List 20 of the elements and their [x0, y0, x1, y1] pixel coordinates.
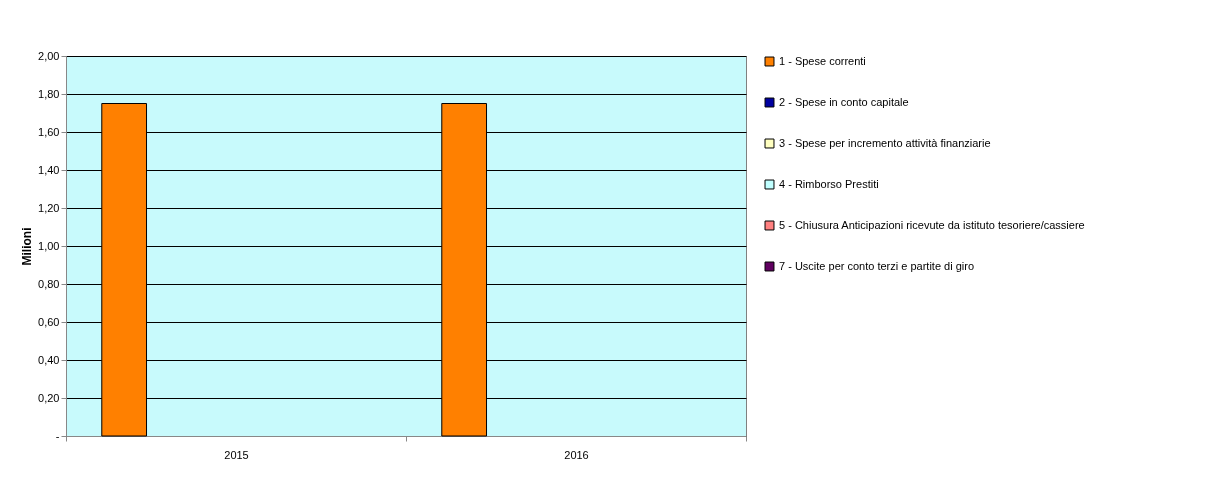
y-tick-label: -: [55, 429, 60, 442]
y-tick-label: 0,40: [38, 353, 60, 366]
y-tick-label: 1,40: [38, 163, 60, 176]
x-tick-label: 2016: [564, 448, 589, 461]
y-tick-label: 1,80: [38, 87, 60, 100]
y-tick-label: 0,60: [38, 315, 60, 328]
y-tick-label: 1,00: [38, 239, 60, 252]
y-axis-title: Milioni: [20, 227, 35, 266]
legend-label: 2 - Spese in conto capitale: [779, 95, 909, 108]
x-tick-label: 2015: [224, 448, 249, 461]
legend-label: 4 - Rimborso Prestiti: [779, 177, 879, 190]
legend-label: 7 - Uscite per conto terzi e partite di giro: [779, 259, 975, 272]
legend-label: 3 - Spese per incremento attività finanziarie: [779, 136, 991, 149]
y-tick-label: 1,20: [38, 201, 60, 214]
y-tick-label: 0,20: [38, 391, 60, 404]
legend-label: 1 - Spese correnti: [779, 54, 866, 67]
y-tick-label: 1,60: [38, 125, 60, 138]
legend-label: 5 - Chiusura Anticipazioni ricevute da istituto tesoriere/cassiere: [779, 218, 1085, 231]
y-tick-label: 2,00: [38, 49, 60, 62]
y-tick-label: 0,80: [38, 277, 60, 290]
